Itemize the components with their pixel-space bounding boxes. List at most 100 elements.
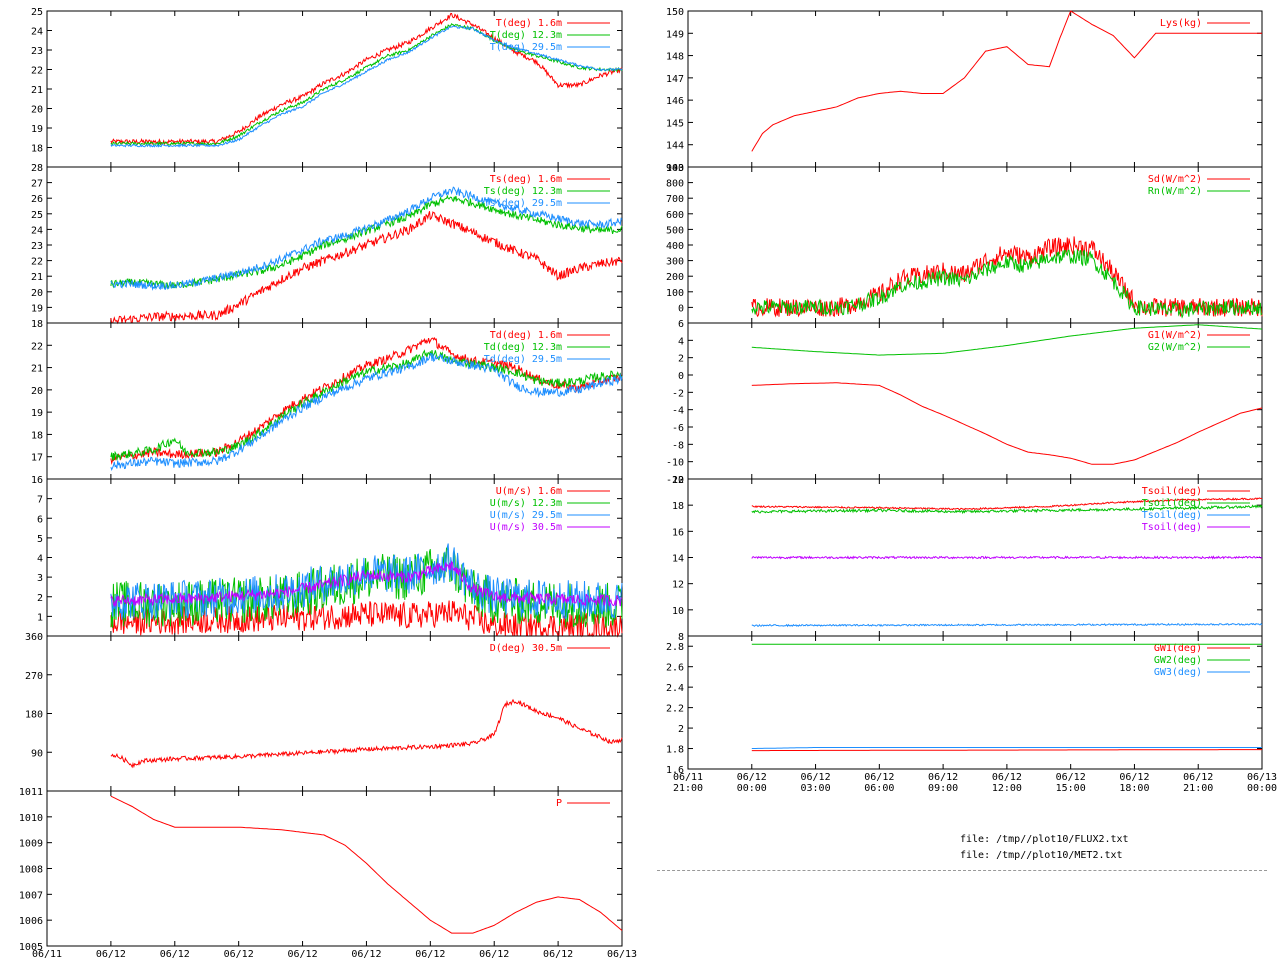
xtick-date-label: 06/12 bbox=[160, 949, 190, 960]
xtick-date-label: 06/12 bbox=[288, 949, 318, 960]
ytick-label-sonic-temp: 28 bbox=[31, 163, 43, 174]
ytick-label-air-temp: 25 bbox=[31, 7, 43, 18]
legend-label-wind-dir-0: D(deg) 30.5m bbox=[490, 643, 562, 654]
series-line-wind-speed-3 bbox=[110, 560, 623, 607]
ytick-label-wind-speed: 6 bbox=[37, 514, 43, 525]
ytick-label-air-temp: 20 bbox=[31, 105, 43, 116]
ytick-label-soil-temp: 12 bbox=[672, 580, 684, 591]
series-line-soil-heat-0 bbox=[751, 382, 1263, 465]
ytick-label-sonic-temp: 25 bbox=[31, 210, 43, 221]
ytick-label-pressure: 1007 bbox=[19, 890, 43, 901]
xtick-date-label: 06/13 bbox=[607, 949, 637, 960]
ytick-label-wind-speed: 5 bbox=[37, 534, 43, 545]
ytick-label-lysimeter: 143 bbox=[666, 163, 684, 174]
series-line-pressure-0 bbox=[110, 795, 623, 934]
legend-label-radiation-1: Rn(W/m^2) bbox=[1148, 186, 1202, 197]
xtick-date-label: 06/13 bbox=[1247, 772, 1277, 783]
legend-label-pressure-0: P bbox=[556, 798, 562, 809]
xtick-time-label: 09:00 bbox=[928, 783, 958, 794]
legend-label-soil-temp-2: Tsoil(deg) bbox=[1142, 510, 1202, 521]
ytick-label-soil-temp: 16 bbox=[672, 527, 684, 538]
ytick-label-pressure: 1010 bbox=[19, 813, 43, 824]
ytick-label-soil-temp: 20 bbox=[672, 475, 684, 486]
ytick-label-air-temp: 24 bbox=[31, 27, 43, 38]
ytick-label-soil-heat: -2 bbox=[672, 388, 684, 399]
xtick-date-label: 06/12 bbox=[1119, 772, 1149, 783]
ytick-label-sonic-temp: 26 bbox=[31, 194, 43, 205]
ytick-label-pressure: 1009 bbox=[19, 839, 43, 850]
ytick-label-radiation: 700 bbox=[666, 194, 684, 205]
ytick-label-wind-speed: 3 bbox=[37, 573, 43, 584]
ytick-label-soil-heat: 2 bbox=[678, 354, 684, 365]
ytick-label-soil-heat: -6 bbox=[672, 423, 684, 434]
xtick-time-label: 06:00 bbox=[864, 783, 894, 794]
xtick-date-label: 06/12 bbox=[1056, 772, 1086, 783]
series-line-soil-heat-1 bbox=[751, 324, 1263, 356]
file-label-flux: file: /tmp//plot10/FLUX2.txt bbox=[960, 834, 1129, 845]
xtick-time-label: 15:00 bbox=[1056, 783, 1086, 794]
ytick-label-dewpoint: 18 bbox=[31, 430, 43, 441]
panel-frame-lysimeter bbox=[687, 10, 1263, 168]
legend-label-dewpoint-0: Td(deg) 1.6m bbox=[490, 330, 562, 341]
legend-label-soil-heat-1: G2(W/m^2) bbox=[1148, 342, 1202, 353]
ytick-label-lysimeter: 150 bbox=[666, 7, 684, 18]
ytick-label-sonic-temp: 22 bbox=[31, 257, 43, 268]
ytick-label-sonic-temp: 19 bbox=[31, 303, 43, 314]
series-line-sonic-temp-2 bbox=[110, 186, 623, 291]
ytick-label-soil-temp: 8 bbox=[678, 632, 684, 643]
ytick-label-radiation: 400 bbox=[666, 241, 684, 252]
xtick-time-label: 12:00 bbox=[992, 783, 1022, 794]
xtick-date-label: 06/12 bbox=[737, 772, 767, 783]
ytick-label-wind-dir: 360 bbox=[25, 632, 43, 643]
ytick-label-pressure: 1005 bbox=[19, 942, 43, 953]
ytick-label-soil-heat: 6 bbox=[678, 319, 684, 330]
ytick-label-pressure: 1011 bbox=[19, 787, 43, 798]
ytick-label-soil-heat: 4 bbox=[678, 336, 684, 347]
ytick-label-soil-heat: -10 bbox=[666, 458, 684, 469]
xtick-date-label: 06/12 bbox=[801, 772, 831, 783]
xtick-time-label: 21:00 bbox=[673, 783, 703, 794]
ytick-label-wind-speed: 1 bbox=[37, 612, 43, 623]
ytick-label-air-temp: 21 bbox=[31, 85, 43, 96]
series-line-air-temp-0 bbox=[110, 12, 623, 146]
ytick-label-groundwater: 2.8 bbox=[666, 642, 684, 653]
ytick-label-sonic-temp: 18 bbox=[31, 319, 43, 330]
legend-label-groundwater-0: GW1(deg) bbox=[1154, 643, 1202, 654]
ytick-label-air-temp: 23 bbox=[31, 46, 43, 57]
ytick-label-groundwater: 1.8 bbox=[666, 745, 684, 756]
legend-label-air-temp-0: T(deg) 1.6m bbox=[496, 18, 562, 29]
series-line-sonic-temp-0 bbox=[110, 211, 623, 325]
legend-label-groundwater-1: GW2(deg) bbox=[1154, 655, 1202, 666]
legend-label-wind-speed-3: U(m/s) 30.5m bbox=[490, 522, 562, 533]
xtick-date-label: 06/12 bbox=[992, 772, 1022, 783]
ytick-label-soil-temp: 14 bbox=[672, 554, 684, 565]
ytick-label-sonic-temp: 20 bbox=[31, 288, 43, 299]
series-line-wind-speed-2 bbox=[110, 543, 623, 620]
series-line-groundwater-2 bbox=[751, 747, 1262, 749]
legend-label-soil-heat-0: G1(W/m^2) bbox=[1148, 330, 1202, 341]
ytick-label-lysimeter: 146 bbox=[666, 96, 684, 107]
ytick-label-soil-heat: -4 bbox=[672, 406, 684, 417]
ytick-label-groundwater: 2.2 bbox=[666, 704, 684, 715]
legend-label-dewpoint-1: Td(deg) 12.3m bbox=[484, 342, 562, 353]
ytick-label-groundwater: 2.6 bbox=[666, 663, 684, 674]
xtick-time-label: 21:00 bbox=[1183, 783, 1213, 794]
ytick-label-lysimeter: 145 bbox=[666, 118, 684, 129]
legend-label-dewpoint-2: Td(deg) 29.5m bbox=[484, 354, 562, 365]
xtick-date-label: 06/12 bbox=[1183, 772, 1213, 783]
ytick-label-radiation: 200 bbox=[666, 272, 684, 283]
ytick-label-sonic-temp: 23 bbox=[31, 241, 43, 252]
legend-label-lysimeter-0: Lys(kg) bbox=[1160, 18, 1202, 29]
ytick-label-dewpoint: 21 bbox=[31, 364, 43, 375]
series-line-soil-temp-2 bbox=[751, 622, 1263, 628]
legend-label-soil-temp-0: Tsoil(deg) bbox=[1142, 486, 1202, 497]
ytick-label-soil-heat: -12 bbox=[666, 475, 684, 486]
ytick-label-soil-temp: 18 bbox=[672, 501, 684, 512]
series-line-soil-temp-0 bbox=[751, 497, 1263, 511]
legend-label-air-temp-2: T(deg) 29.5m bbox=[490, 42, 562, 53]
ytick-label-lysimeter: 149 bbox=[666, 29, 684, 40]
xtick-date-label: 06/11 bbox=[32, 949, 62, 960]
legend-label-soil-temp-3: Tsoil(deg) bbox=[1142, 522, 1202, 533]
panel-frame-pressure bbox=[46, 790, 623, 947]
